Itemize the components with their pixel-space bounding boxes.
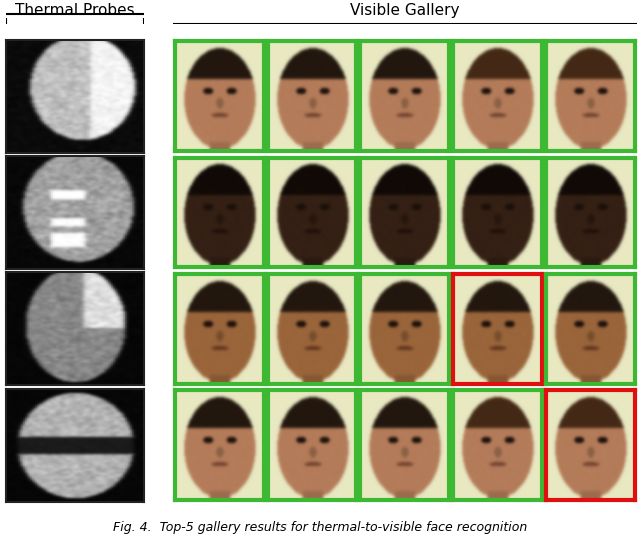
Text: Fig. 4.  Top-5 gallery results for thermal-to-visible face recognition: Fig. 4. Top-5 gallery results for therma… (113, 521, 527, 534)
Text: Thermal Probes: Thermal Probes (15, 3, 135, 18)
Text: Visible Gallery: Visible Gallery (350, 3, 460, 18)
